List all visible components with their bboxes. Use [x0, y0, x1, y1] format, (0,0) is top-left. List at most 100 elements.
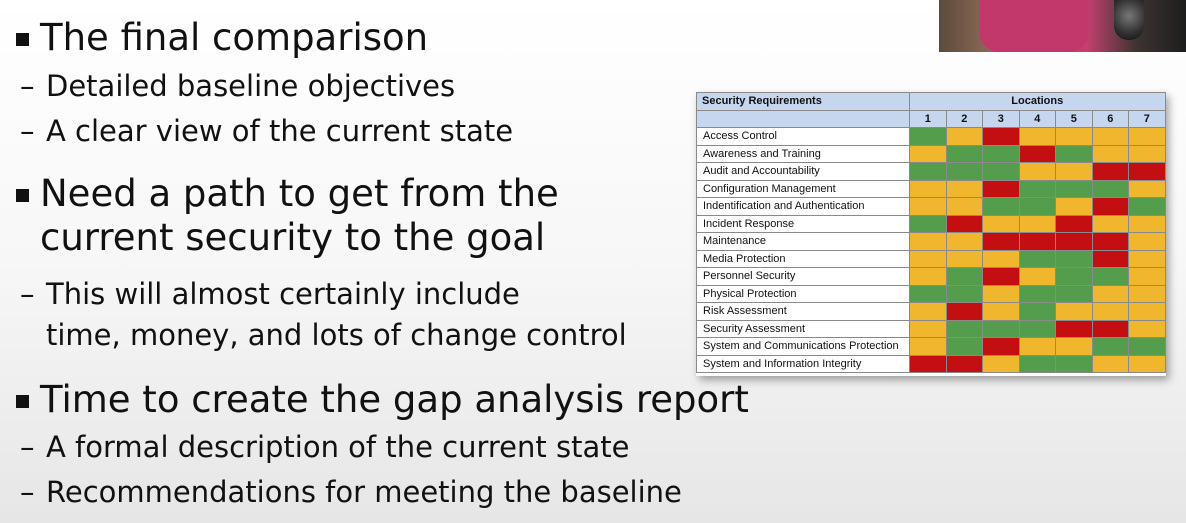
- status-cell-location-3: [982, 144, 1020, 163]
- status-cell-location-2: [945, 127, 983, 146]
- requirement-name: Security Assessment: [696, 319, 910, 338]
- status-cell-location-6: [1091, 162, 1129, 181]
- status-cell-location-3: [982, 284, 1020, 303]
- table-row: Media Protection: [696, 249, 1166, 268]
- status-cell-location-6: [1091, 144, 1129, 163]
- requirement-name: Access Control: [696, 127, 910, 146]
- status-cell-location-2: [945, 267, 983, 286]
- status-cell-location-1: [909, 302, 947, 321]
- location-number-4: 4: [1018, 109, 1056, 128]
- sub-bullet-text: A formal description of the current stat…: [46, 430, 630, 464]
- status-cell-location-5: [1055, 337, 1093, 356]
- table-row: System and Communications Protection: [696, 337, 1166, 356]
- status-cell-location-7: [1128, 127, 1166, 146]
- requirement-name: Maintenance: [696, 232, 910, 251]
- status-cell-location-7: [1128, 354, 1166, 373]
- status-cell-location-2: [945, 232, 983, 251]
- dash-bullet-icon: –: [20, 277, 35, 311]
- requirement-name: Risk Assessment: [696, 302, 910, 321]
- table-row: Physical Protection: [696, 284, 1166, 303]
- status-cell-location-5: [1055, 319, 1093, 338]
- status-cell-location-1: [909, 214, 947, 233]
- sub-bullet-1-1: – Detailed baseline objectives: [20, 67, 455, 105]
- status-cell-location-4: [1018, 127, 1056, 146]
- status-cell-location-4: [1018, 354, 1056, 373]
- status-cell-location-7: [1128, 319, 1166, 338]
- sub-bullet-text: A clear view of the current state: [46, 114, 514, 148]
- status-cell-location-1: [909, 249, 947, 268]
- location-number-2: 2: [945, 109, 983, 128]
- status-cell-location-4: [1018, 302, 1056, 321]
- status-cell-location-7: [1128, 144, 1166, 163]
- status-cell-location-3: [982, 179, 1020, 198]
- sub-bullet-3-2: – Recommendations for meeting the baseli…: [20, 473, 682, 511]
- status-cell-location-6: [1091, 127, 1129, 146]
- status-cell-location-4: [1018, 197, 1056, 216]
- status-cell-location-2: [945, 319, 983, 338]
- status-cell-location-6: [1091, 284, 1129, 303]
- status-cell-location-5: [1055, 232, 1093, 251]
- status-cell-location-7: [1128, 214, 1166, 233]
- requirement-name: Audit and Accountability: [696, 162, 910, 181]
- status-cell-location-2: [945, 214, 983, 233]
- status-cell-location-5: [1055, 214, 1093, 233]
- requirement-name: Media Protection: [696, 249, 910, 268]
- status-cell-location-5: [1055, 302, 1093, 321]
- status-cell-location-6: [1091, 249, 1129, 268]
- status-cell-location-6: [1091, 267, 1129, 286]
- status-cell-location-2: [945, 284, 983, 303]
- status-cell-location-6: [1091, 319, 1129, 338]
- table-row: Awareness and Training: [696, 144, 1166, 163]
- main-bullet-1: The final comparison: [16, 16, 428, 60]
- location-number-5: 5: [1055, 109, 1093, 128]
- status-cell-location-2: [945, 249, 983, 268]
- table-row: Configuration Management: [696, 179, 1166, 198]
- locations-header: Locations: [909, 92, 1166, 111]
- dash-bullet-icon: –: [20, 475, 35, 509]
- main-bullet-3: Time to create the gap analysis report: [16, 378, 749, 422]
- sub-bullet-3-1: – A formal description of the current st…: [20, 428, 629, 466]
- status-cell-location-5: [1055, 127, 1093, 146]
- square-bullet-icon: [16, 189, 29, 202]
- status-cell-location-2: [945, 179, 983, 198]
- status-cell-location-4: [1018, 179, 1056, 198]
- status-cell-location-6: [1091, 302, 1129, 321]
- status-cell-location-2: [945, 197, 983, 216]
- status-cell-location-4: [1018, 249, 1056, 268]
- status-cell-location-1: [909, 144, 947, 163]
- status-cell-location-2: [945, 337, 983, 356]
- dash-bullet-icon: –: [20, 430, 35, 464]
- status-cell-location-3: [982, 319, 1020, 338]
- presenter-video-inset: [939, 0, 1186, 52]
- status-cell-location-5: [1055, 179, 1093, 198]
- main-bullet-text: The final comparison: [40, 16, 429, 59]
- status-cell-location-1: [909, 197, 947, 216]
- status-cell-location-7: [1128, 337, 1166, 356]
- status-cell-location-3: [982, 249, 1020, 268]
- status-cell-location-7: [1128, 249, 1166, 268]
- location-number-7: 7: [1128, 109, 1166, 128]
- status-cell-location-7: [1128, 284, 1166, 303]
- square-bullet-icon: [16, 395, 29, 408]
- dash-bullet-icon: –: [20, 69, 35, 103]
- status-cell-location-6: [1091, 214, 1129, 233]
- dash-bullet-icon: –: [20, 114, 35, 148]
- location-number-6: 6: [1091, 109, 1129, 128]
- table-body: Access Control Awareness and Training Audi…: [696, 127, 1166, 373]
- sub-bullet-1-2: – A clear view of the current state: [20, 112, 513, 150]
- table-row: Maintenance: [696, 232, 1166, 251]
- status-cell-location-1: [909, 284, 947, 303]
- status-cell-location-7: [1128, 267, 1166, 286]
- status-cell-location-4: [1018, 232, 1056, 251]
- sub-bullet-2-1: – This will almost certainly include tim…: [20, 274, 627, 356]
- status-cell-location-6: [1091, 179, 1129, 198]
- status-cell-location-6: [1091, 337, 1129, 356]
- square-bullet-icon: [16, 33, 29, 46]
- status-cell-location-1: [909, 232, 947, 251]
- status-cell-location-1: [909, 127, 947, 146]
- requirement-name: Incident Response: [696, 214, 910, 233]
- requirements-header: Security Requirements: [696, 92, 910, 111]
